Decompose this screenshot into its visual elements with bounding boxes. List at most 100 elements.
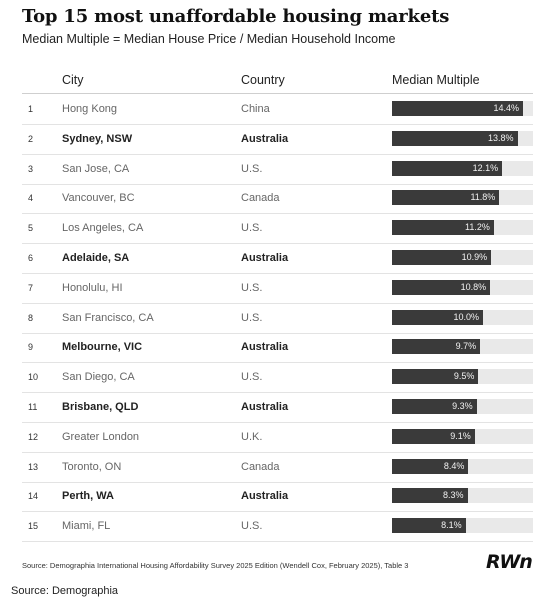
country-label: U.S. — [241, 222, 263, 235]
rwn-logo: RWn — [486, 551, 533, 573]
bar: 11.2% — [392, 220, 494, 236]
table-row: 9 Melbourne, VIC Australia 9.7% — [22, 332, 533, 364]
value-label: 13.8% — [487, 132, 514, 143]
city-label: Toronto, ON — [62, 460, 122, 473]
value-label: 11.2% — [465, 222, 490, 233]
city-label: Sydney, NSW — [62, 132, 133, 145]
city-label: Melbourne, VIC — [62, 341, 143, 354]
city-label: Miami, FL — [62, 520, 111, 533]
bar: 14.4% — [392, 101, 523, 116]
rank-label: 12 — [28, 431, 39, 442]
table-row: 5 Los Angeles, CA U.S. 11.2% — [22, 213, 533, 245]
table-row: 6 Adelaide, SA Australia 10.9% — [22, 243, 533, 274]
table-row: 12 Greater London U.K. 9.1% — [22, 422, 533, 453]
column-header-city: City — [62, 73, 84, 87]
table-row: 7 Honolulu, HI U.S. 10.8% — [22, 273, 533, 304]
bar-track: 9.3% — [392, 399, 533, 414]
bar: 13.8% — [392, 130, 518, 146]
chart-title: Top 15 most unaffordable housing markets — [22, 6, 450, 27]
value-label: 14.4% — [493, 103, 519, 113]
city-label: San Jose, CA — [62, 162, 130, 175]
table-row: 1 Hong Kong China 14.4% — [22, 94, 533, 125]
value-label: 9.5% — [453, 371, 475, 382]
rank-label: 5 — [28, 223, 34, 234]
rank-label: 9 — [28, 342, 34, 353]
bar: 10.8% — [392, 279, 491, 295]
city-label: Vancouver, BC — [62, 192, 135, 205]
value-label: 8.1% — [441, 520, 462, 531]
city-label: Los Angeles, CA — [62, 222, 144, 235]
bar-track: 10.8% — [392, 279, 533, 295]
country-label: Australia — [241, 132, 289, 145]
bar-track: 9.1% — [392, 428, 533, 444]
rank-label: 6 — [28, 253, 34, 263]
table-row: 8 San Francisco, CA U.S. 10.0% — [22, 303, 533, 334]
column-header-median-multiple: Median Multiple — [392, 73, 480, 87]
bar: 8.1% — [392, 518, 466, 534]
table-row: 10 San Diego, CA U.S. 9.5% — [22, 362, 533, 394]
country-label: Canada — [241, 460, 280, 473]
city-label: San Francisco, CA — [62, 311, 154, 324]
table-row: 15 Miami, FL U.S. 8.1% — [22, 511, 533, 543]
source-credit: Source: Demographia — [11, 585, 119, 597]
value-label: 12.1% — [472, 162, 499, 173]
bar: 11.8% — [392, 190, 500, 206]
country-label: Australia — [241, 252, 289, 264]
city-label: Perth, WA — [62, 490, 114, 503]
bar: 9.3% — [392, 399, 477, 414]
value-label: 10.9% — [461, 252, 488, 262]
table-row: 2 Sydney, NSW Australia 13.8% — [22, 124, 533, 155]
rank-label: 2 — [28, 133, 34, 144]
rank-label: 4 — [28, 193, 34, 204]
bar-track: 8.3% — [392, 488, 533, 504]
rank-label: 10 — [28, 372, 39, 383]
value-label: 11.8% — [470, 192, 496, 203]
value-label: 10.0% — [453, 311, 479, 322]
value-label: 9.1% — [450, 430, 471, 441]
bar: 9.5% — [392, 369, 479, 385]
bar: 8.4% — [392, 458, 469, 474]
rank-label: 7 — [28, 282, 34, 293]
chart-subtitle: Median Multiple = Median House Price / M… — [22, 32, 396, 46]
value-label: 8.3% — [442, 490, 464, 501]
bar: 9.1% — [392, 428, 475, 444]
bar: 12.1% — [392, 160, 503, 176]
value-label: 8.4% — [443, 460, 465, 471]
table-row: 14 Perth, WA Australia 8.3% — [22, 481, 533, 513]
country-label: Canada — [241, 192, 280, 205]
value-label: 10.8% — [460, 281, 487, 292]
rank-label: 8 — [28, 312, 34, 323]
bar-track: 9.7% — [392, 339, 533, 355]
rank-label: 1 — [28, 104, 34, 114]
bar: 9.7% — [392, 339, 481, 355]
bar-track: 9.5% — [392, 369, 533, 385]
city-label: Adelaide, SA — [62, 252, 130, 264]
rank-label: 13 — [28, 461, 39, 472]
rank-label: 11 — [28, 402, 38, 412]
bar: 10.0% — [392, 309, 483, 325]
bar-track: 13.8% — [392, 130, 533, 146]
city-label: Greater London — [62, 430, 140, 443]
column-header-country: Country — [241, 73, 285, 87]
value-label: 9.7% — [455, 341, 477, 352]
city-label: Honolulu, HI — [62, 281, 123, 294]
rank-label: 15 — [28, 521, 39, 532]
country-label: China — [241, 103, 270, 115]
rank-label: 3 — [28, 163, 34, 174]
country-label: U.S. — [241, 371, 263, 384]
city-label: Hong Kong — [62, 103, 118, 115]
table-row: 11 Brisbane, QLD Australia 9.3% — [22, 392, 533, 423]
bar-track: 10.0% — [392, 309, 533, 325]
country-label: Australia — [241, 341, 289, 354]
country-label: U.S. — [241, 162, 263, 175]
country-label: U.S. — [241, 281, 263, 294]
header-divider — [22, 93, 533, 94]
country-label: Australia — [241, 490, 289, 503]
country-label: U.K. — [241, 430, 263, 443]
city-label: San Diego, CA — [62, 371, 135, 384]
bar: 8.3% — [392, 488, 468, 504]
bar-track: 11.8% — [392, 190, 533, 206]
bar-track: 11.2% — [392, 220, 533, 236]
table-row: 4 Vancouver, BC Canada 11.8% — [22, 183, 533, 215]
bar-track: 8.1% — [392, 518, 533, 534]
